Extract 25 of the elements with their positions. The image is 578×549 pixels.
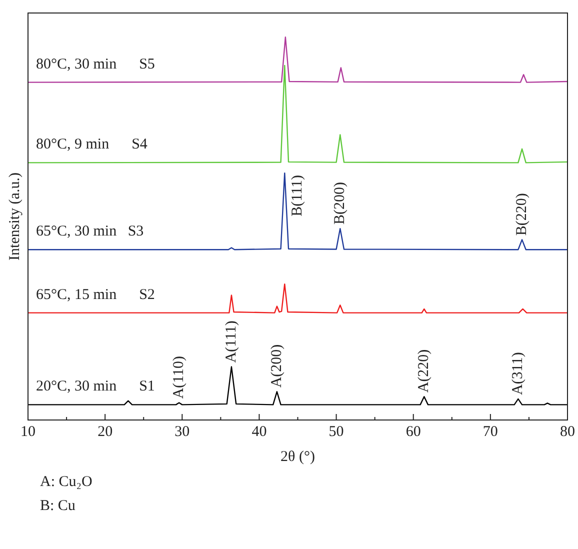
x-tick-label: 50 xyxy=(328,424,344,440)
x-tick-label: 60 xyxy=(406,424,421,440)
annotation: A(200) xyxy=(268,344,285,388)
annotation: A(110) xyxy=(170,356,187,399)
y-axis-title: Intensity (a.u.) xyxy=(6,172,23,260)
series-label: 80°C, 9 min S4 xyxy=(36,136,148,153)
text: A: Cu₂O xyxy=(40,473,92,492)
annotation: A(111) xyxy=(223,320,240,363)
x-axis-title: 2θ (°) xyxy=(280,448,315,465)
x-tick-label: 80 xyxy=(560,424,575,440)
series-label: 65°C, 15 min S2 xyxy=(36,286,155,303)
x-tick-label: 30 xyxy=(174,424,190,440)
annotation: A(311) xyxy=(510,352,526,395)
series-label: 65°C, 30 min S3 xyxy=(36,224,144,240)
text: B: Cu xyxy=(40,497,76,516)
annotation: A(220) xyxy=(416,349,432,393)
series-label: 20°C, 30 min S1 xyxy=(36,378,155,395)
x-tick-label: 20 xyxy=(98,424,113,440)
annotation: B(220) xyxy=(514,193,530,236)
series-label: 80°C, 30 min S5 xyxy=(36,56,155,72)
annotation: B(111) xyxy=(290,175,306,216)
annotation: B(200) xyxy=(332,182,348,225)
x-tick-label: 70 xyxy=(482,424,498,440)
x-tick-label: 10 xyxy=(20,424,36,440)
x-tick-label: 40 xyxy=(252,424,267,440)
